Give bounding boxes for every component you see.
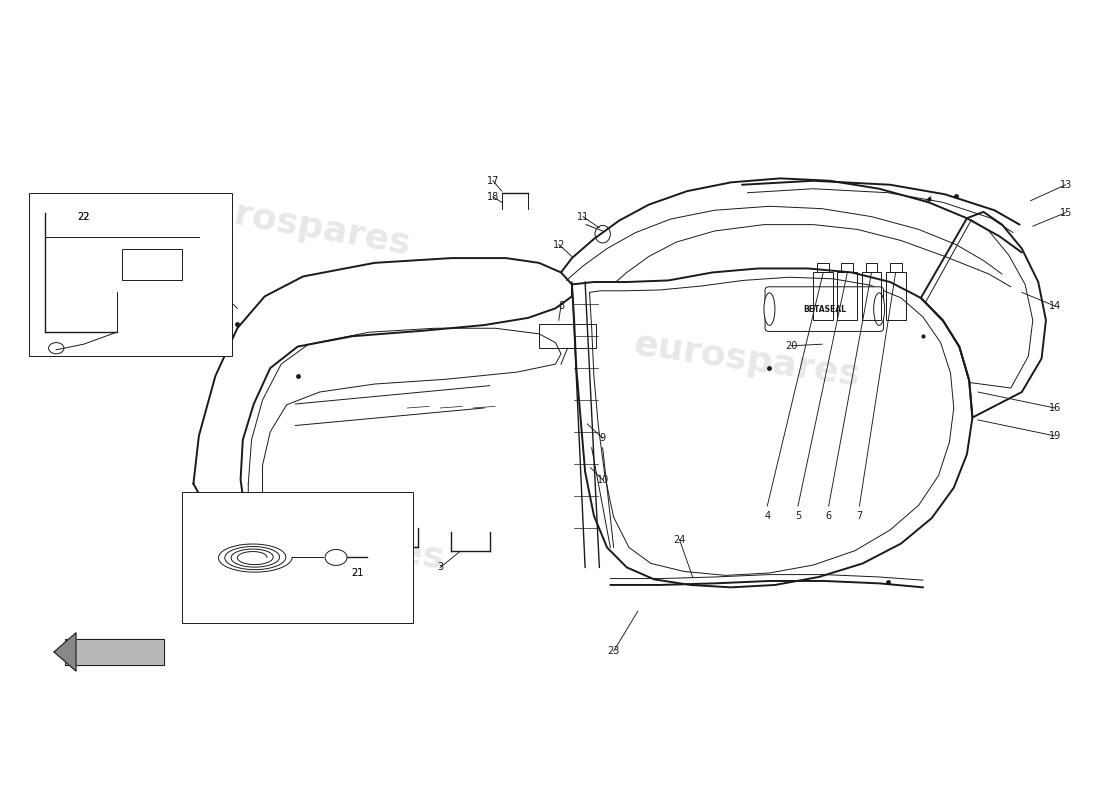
FancyBboxPatch shape <box>766 286 883 331</box>
Text: 12: 12 <box>552 239 565 250</box>
Text: 23: 23 <box>607 646 619 656</box>
Text: 18: 18 <box>487 192 499 202</box>
Text: 8: 8 <box>558 301 564 311</box>
Bar <box>866 263 878 273</box>
Text: 14: 14 <box>1048 301 1060 311</box>
Text: 10: 10 <box>596 474 608 485</box>
Ellipse shape <box>873 293 884 326</box>
Text: 19: 19 <box>1048 431 1060 441</box>
Text: 7: 7 <box>856 510 862 521</box>
FancyBboxPatch shape <box>29 193 232 356</box>
Text: 22: 22 <box>77 212 90 222</box>
Text: 11: 11 <box>576 212 588 222</box>
Text: 21: 21 <box>351 568 364 578</box>
Bar <box>837 273 857 320</box>
Text: 1: 1 <box>218 287 224 298</box>
Bar <box>817 263 829 273</box>
Ellipse shape <box>764 293 774 326</box>
Text: 22: 22 <box>77 212 90 222</box>
Text: eurospares: eurospares <box>183 188 414 261</box>
Text: BETASEAL: BETASEAL <box>803 305 846 314</box>
FancyBboxPatch shape <box>183 492 412 623</box>
Text: 24: 24 <box>673 534 685 545</box>
Text: eurospares: eurospares <box>216 510 447 576</box>
Text: 3: 3 <box>437 562 443 573</box>
Text: 2: 2 <box>402 558 408 569</box>
Text: 21: 21 <box>351 568 364 578</box>
Bar <box>539 324 596 348</box>
Bar <box>813 273 833 320</box>
Text: 9: 9 <box>600 434 606 443</box>
Polygon shape <box>54 633 76 671</box>
Polygon shape <box>65 639 164 665</box>
Text: 13: 13 <box>1059 180 1071 190</box>
Bar <box>886 273 905 320</box>
Text: eurospares: eurospares <box>632 327 864 393</box>
Text: 16: 16 <box>1048 403 1060 413</box>
Text: 6: 6 <box>826 510 832 521</box>
Bar <box>890 263 902 273</box>
Text: 15: 15 <box>1059 208 1071 218</box>
Bar <box>842 263 854 273</box>
Text: 17: 17 <box>487 176 499 186</box>
Text: 5: 5 <box>795 510 801 521</box>
Text: 4: 4 <box>764 510 770 521</box>
Bar <box>861 273 881 320</box>
Bar <box>122 249 183 281</box>
Text: 20: 20 <box>785 341 798 350</box>
